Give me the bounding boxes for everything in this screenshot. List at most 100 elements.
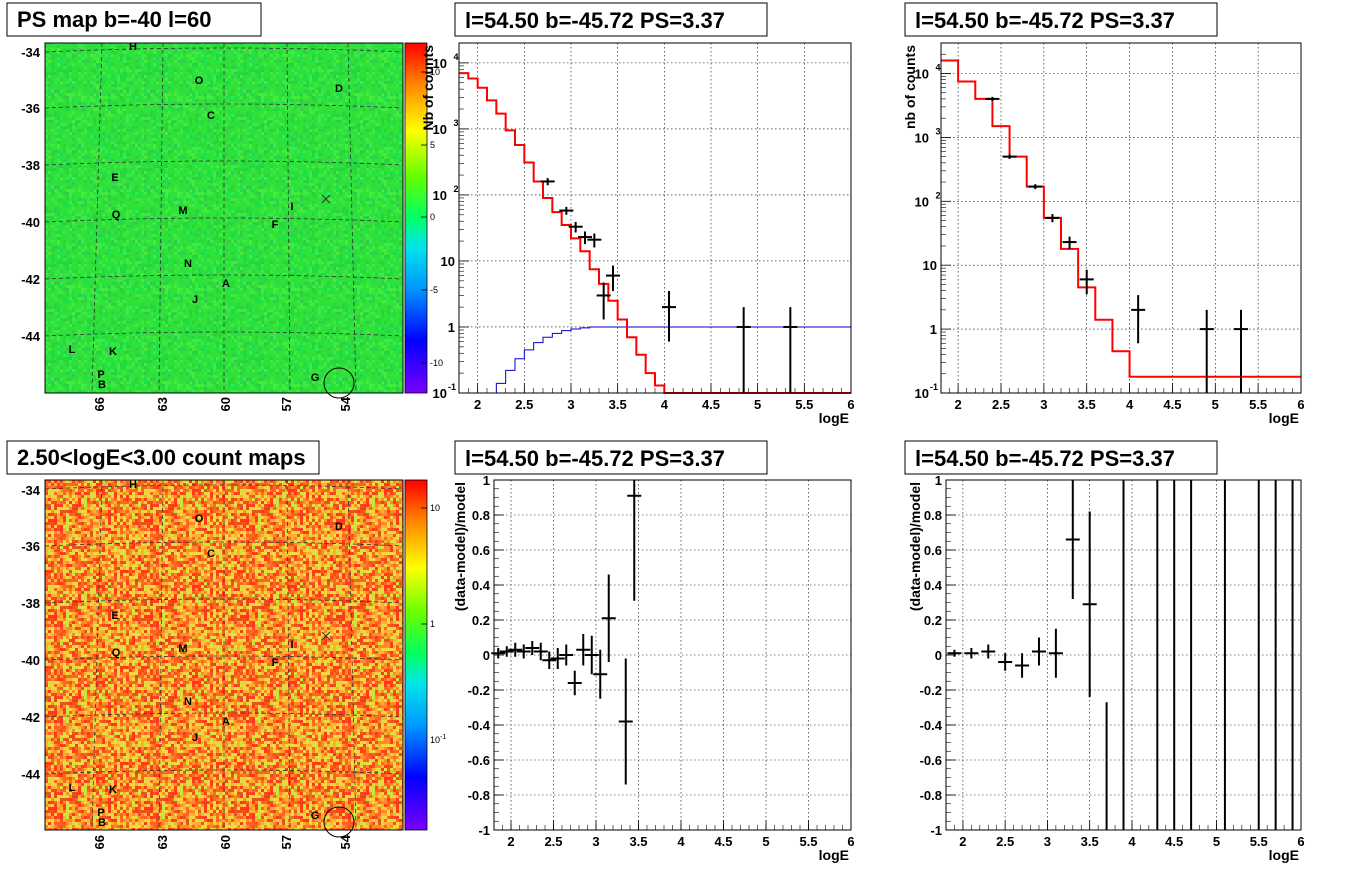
chart-title-box [454, 440, 768, 475]
source-label: N [184, 258, 192, 270]
x-tick-label: 5.5 [795, 397, 813, 412]
colorbar-tick-label: 5 [430, 140, 435, 150]
x-tick-label: 6 [847, 834, 854, 849]
plot-frame [458, 42, 852, 394]
plot-area [459, 43, 851, 393]
y-axis-label: (data-model)/model [452, 482, 468, 611]
y-axis-label-group: nb of counts [902, 45, 918, 129]
x-tick-label: 3.5 [609, 397, 627, 412]
plot-area [494, 480, 851, 830]
y-tick-label: -0.4 [468, 718, 491, 733]
source-label: M [178, 643, 187, 655]
lon-tick-label: 60 [218, 397, 233, 411]
lon-tick-label: 60 [218, 835, 233, 849]
colorbar-counts [404, 479, 428, 831]
x-tick-label: 4.5 [1163, 397, 1181, 412]
x-tick-label: 3.5 [629, 834, 647, 849]
y-tick-label: 10 [915, 386, 929, 401]
x-tick-label: 4.5 [1165, 834, 1183, 849]
model-red-line [459, 72, 851, 394]
y-tick-label: 10 [915, 66, 929, 81]
y-tick-label: 10 [433, 122, 447, 137]
source-label: I [290, 639, 293, 651]
lat-tick-label: -34 [21, 483, 41, 498]
colorbar-tick-label: 1 [430, 619, 435, 629]
x-tick-label: 4.5 [714, 834, 732, 849]
y-axis-label-group: (data-model)/model [907, 482, 923, 611]
colorbar-tick-label: -5 [430, 285, 438, 295]
colorbar-tick-label: 10-1 [430, 734, 446, 745]
lon-tick-label: 54 [338, 396, 353, 411]
chart-title-box [904, 440, 1218, 475]
source-label: E [111, 610, 118, 622]
source-label: P [97, 807, 104, 819]
source-label: Q [112, 647, 121, 659]
lat-tick-label: -40 [21, 653, 40, 668]
source-label: C [207, 548, 215, 560]
source-label: D [335, 521, 343, 533]
y-tick-label: 0 [483, 648, 490, 663]
colorbar-ps-ticks: 10 5 0 -5 -10 [421, 67, 443, 368]
model-red-line [941, 59, 1301, 378]
plot-frame [945, 479, 1302, 831]
source-label: B [98, 379, 106, 391]
source-label: I [290, 201, 293, 213]
plot-frame [940, 42, 1302, 394]
lat-tick-label: -40 [21, 215, 40, 230]
lon-tick-label: 57 [279, 835, 294, 849]
source-label: J [192, 294, 198, 306]
lat-tick-label: -44 [21, 767, 41, 782]
map-ps-title-box: PS map b=-40 l=60 [6, 2, 262, 37]
cross-marker [321, 194, 331, 204]
lat-tick-label: -36 [21, 101, 40, 116]
x-tick-label: 3 [1044, 834, 1051, 849]
x-axis-label: logE [819, 847, 849, 863]
y-axis-label: (data-model)/model [907, 482, 923, 611]
x-tick-label: 2.5 [996, 834, 1014, 849]
source-label: H [129, 479, 137, 491]
y-tick-label: 1 [448, 320, 455, 335]
y-tick-label: -1 [478, 823, 490, 838]
y-axis-label-group: Nb of counts [420, 45, 436, 131]
y-tick-sup: 4 [935, 62, 940, 72]
model-blue-line [487, 326, 851, 394]
y-tick-sup: 2 [453, 184, 458, 194]
x-tick-label: 3 [567, 397, 574, 412]
chart-title-box [454, 2, 768, 37]
x-axis-label: logE [1269, 410, 1299, 426]
lat-tick-label: -42 [21, 710, 40, 725]
x-tick-label: 4.5 [702, 397, 720, 412]
y-tick-label: 10 [923, 258, 937, 273]
y-tick-label: -0.6 [468, 753, 490, 768]
y-axis-label: nb of counts [902, 45, 918, 129]
source-label: G [311, 810, 320, 822]
y-tick-sup: 4 [453, 52, 458, 62]
y-tick-label: 0.4 [472, 578, 491, 593]
y-tick-sup: -1 [448, 382, 456, 392]
source-label: L [69, 344, 76, 356]
source-label: L [69, 782, 76, 794]
chart-title: l=54.50 b=-45.72 PS=3.37 [465, 446, 725, 471]
y-tick-sup: -1 [930, 382, 938, 392]
y-tick-label: 10 [441, 254, 455, 269]
source-label: G [311, 372, 320, 384]
lat-tick-label: -38 [21, 596, 40, 611]
colorbar-tick-label: 10 [430, 503, 440, 513]
source-label: O [195, 513, 204, 525]
lon-tick-label: 63 [155, 835, 170, 849]
source-label: Q [112, 209, 121, 221]
x-tick-label: 2 [955, 397, 962, 412]
source-label: N [184, 696, 192, 708]
lat-tick-label: -42 [21, 272, 40, 287]
source-label: A [222, 716, 230, 728]
x-tick-label: 2 [959, 834, 966, 849]
y-tick-label: 0.6 [924, 543, 942, 558]
x-tick-label: 6 [1297, 834, 1304, 849]
y-tick-label: 10 [433, 386, 447, 401]
colorbar-tick-label: 0 [430, 212, 435, 222]
colorbar-tick-sup: -1 [440, 734, 446, 741]
map-counts-title: 2.50<logE<3.00 count maps [17, 445, 306, 470]
map-counts-lon-ticks: 66 63 60 57 54 [92, 834, 353, 849]
x-tick-label: 3 [592, 834, 599, 849]
